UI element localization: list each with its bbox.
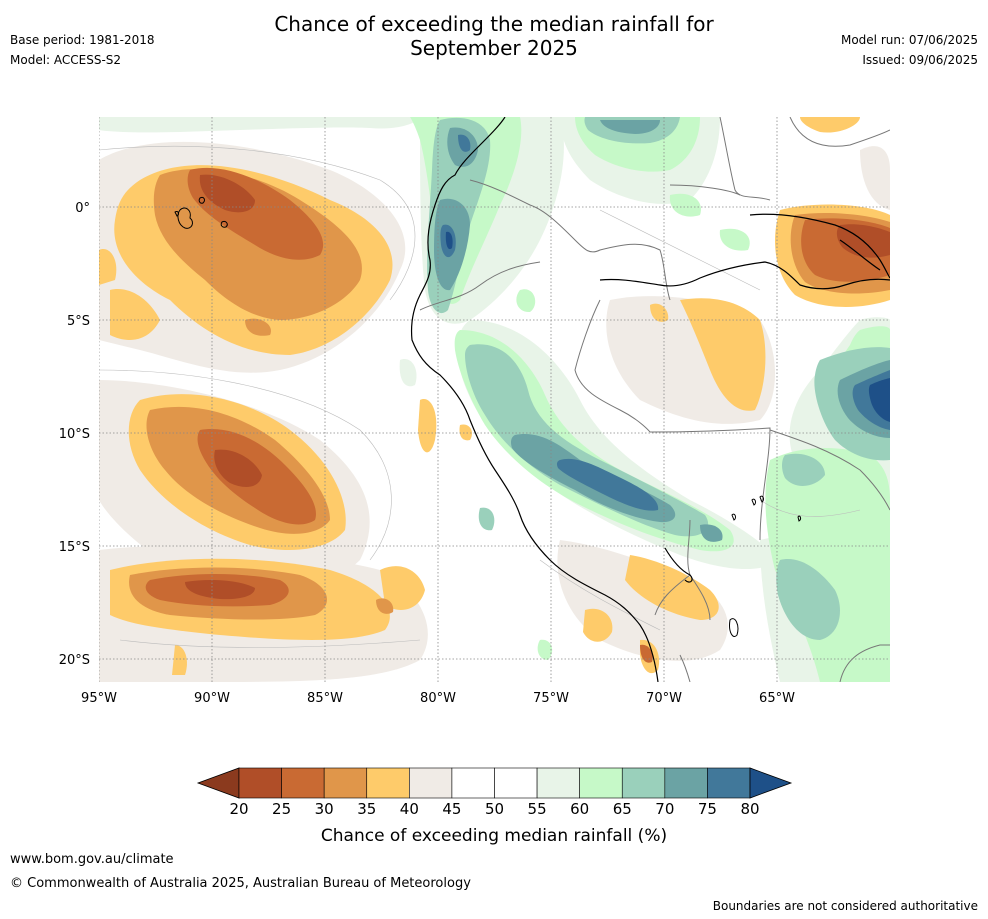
lat-label-0: 0° [75,201,90,216]
lat-label-15s: 15°S [59,540,90,555]
title-line-1: Chance of exceeding the median rainfall … [274,12,714,36]
deep-blue-regions [445,231,890,422]
footer-copyright: © Commonwealth of Australia 2025, Austra… [10,876,471,891]
latitude-labels: 0° 5°S 10°S 15°S 20°S [59,201,90,668]
colorbar-tick-label: 30 [315,800,334,818]
country-borders [419,117,890,682]
longitude-labels: 95°W 90°W 85°W 80°W 75°W 70°W 65°W [81,691,795,706]
colorbar-tick-label: 70 [655,800,674,818]
colorbar-extend-low [196,767,240,799]
lon-label-65w: 65°W [759,691,795,706]
colorbar-tick-label: 25 [272,800,291,818]
colorbar-segment [451,767,495,799]
colorbar-segment [536,767,580,799]
lat-label-10s: 10°S [59,427,90,442]
colorbar: 20 25 30 35 40 45 50 55 60 65 70 75 80 [196,767,793,818]
lon-label-95w: 95°W [81,691,117,706]
chart-title: Chance of exceeding the median rainfall … [0,12,988,60]
galapagos-islands [174,197,228,229]
colorbar-segment [621,767,666,799]
colorbar-segment [323,767,368,799]
lon-label-75w: 75°W [533,691,569,706]
title-line-2: September 2025 [410,36,578,60]
colorbar-tick-label: 55 [528,800,547,818]
colorbar-tick-label: 60 [570,800,589,818]
colorbar-segment [664,767,708,799]
base-period-text: Base period: 1981-2018 [10,33,155,47]
colorbar-tick-label: 45 [442,800,461,818]
colorbar-segment [281,767,325,799]
lon-label-70w: 70°W [646,691,682,706]
colorbar-tick-label: 80 [740,800,759,818]
map-area [99,117,890,682]
inland-lakes [729,495,802,637]
model-text: Model: ACCESS-S2 [10,53,122,67]
colorbar-segment [409,767,453,799]
graticule [99,117,890,682]
lon-label-90w: 90°W [194,691,230,706]
contour-lines [99,145,861,648]
colorbar-segment [707,767,751,799]
colorbar-segment [366,767,410,799]
colorbar-label: Chance of exceeding median rainfall (%) [320,826,668,846]
colorbar-segment [494,767,538,799]
metadata-left: Base period: 1981-2018 Model: ACCESS-S2 [10,30,155,70]
coastline [410,117,890,682]
lat-label-5s: 5°S [67,314,90,329]
colorbar-tick-label: 75 [698,800,717,818]
issued-text: Issued: 09/06/2025 [862,53,978,67]
colorbar-tick-label: 65 [613,800,632,818]
lon-label-80w: 80°W [420,691,456,706]
colorbar-extend-high [749,767,793,799]
colorbar-tick-label: 35 [357,800,376,818]
colorbar-segment [579,767,623,799]
colorbar-tick-label: 40 [400,800,419,818]
footer-url: www.bom.gov.au/climate [10,852,174,867]
footer-note: Boundaries are not considered authoritat… [712,899,978,913]
lon-label-85w: 85°W [307,691,343,706]
metadata-right: Model run: 07/06/2025 Issued: 09/06/2025 [841,30,978,70]
lat-label-20s: 20°S [59,653,90,668]
colorbar-tick-label: 20 [229,800,248,818]
model-run-text: Model run: 07/06/2025 [840,33,978,47]
colorbar-segment [238,767,282,799]
colorbar-tick-label: 50 [485,800,504,818]
